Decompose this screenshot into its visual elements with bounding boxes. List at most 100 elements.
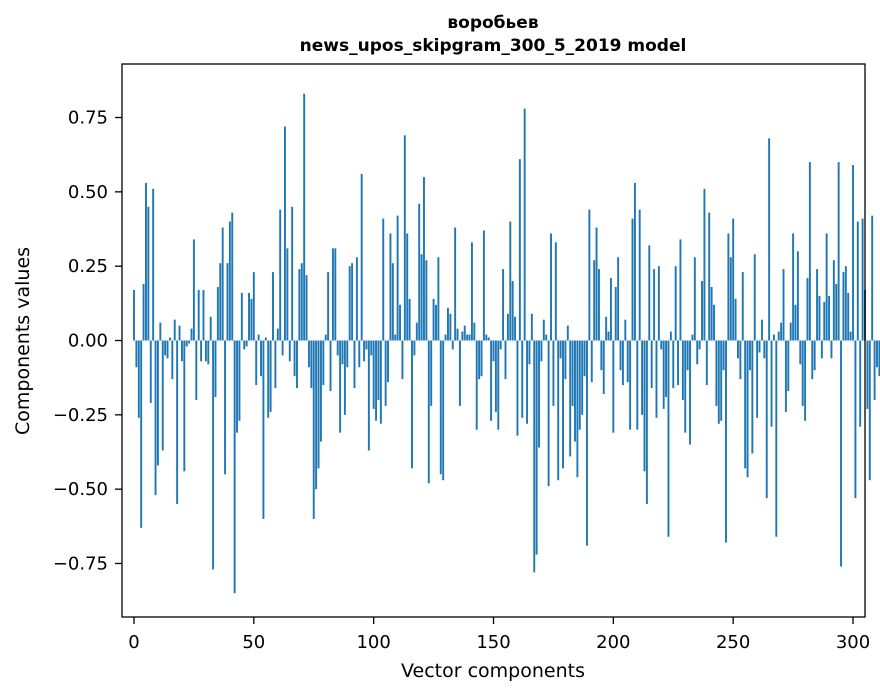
bar-268 bbox=[775, 340, 778, 537]
bar-250 bbox=[732, 218, 735, 341]
bar-168 bbox=[535, 340, 538, 555]
bar-214 bbox=[645, 340, 648, 505]
bar-288 bbox=[823, 301, 826, 341]
bar-222 bbox=[665, 340, 668, 397]
bar-82 bbox=[329, 340, 332, 392]
bar-150 bbox=[492, 340, 495, 362]
bar-84 bbox=[334, 248, 337, 341]
y-axis: −0.75 −0.50 −0.25 0.00 0.25 0.50 0.75 bbox=[53, 108, 122, 574]
x-tick-label: 100 bbox=[356, 632, 390, 653]
bar-130 bbox=[444, 334, 447, 341]
bar-118 bbox=[415, 322, 418, 341]
bar-298 bbox=[847, 292, 850, 341]
y-tick-label: −0.75 bbox=[53, 553, 108, 574]
y-tick-label: 0.25 bbox=[68, 256, 108, 277]
bar-199 bbox=[609, 278, 612, 341]
bar-215 bbox=[648, 245, 651, 341]
bar-144 bbox=[478, 340, 481, 380]
bar-223 bbox=[667, 340, 670, 537]
bar-200 bbox=[612, 340, 615, 433]
bar-253 bbox=[739, 340, 742, 380]
y-tick-label: 0.00 bbox=[68, 331, 108, 352]
bar-146 bbox=[482, 230, 485, 341]
bar-300 bbox=[852, 165, 854, 341]
bar-59 bbox=[274, 340, 277, 389]
bar-50 bbox=[252, 272, 255, 341]
bar-265 bbox=[768, 138, 771, 341]
bar-94 bbox=[358, 340, 361, 368]
bar-101 bbox=[375, 340, 378, 421]
bar-52 bbox=[257, 334, 260, 341]
bar-41 bbox=[231, 212, 234, 341]
x-axis-label: Vector components bbox=[401, 660, 585, 682]
bar-109 bbox=[394, 334, 397, 341]
x-tick-label: 150 bbox=[476, 632, 510, 653]
bar-116 bbox=[411, 340, 413, 469]
bar-284 bbox=[813, 340, 816, 371]
bar-158 bbox=[511, 281, 514, 341]
bar-155 bbox=[504, 340, 507, 380]
bar-297 bbox=[844, 266, 847, 341]
bar-197 bbox=[605, 316, 608, 341]
bar-278 bbox=[799, 340, 802, 365]
bar-149 bbox=[490, 340, 493, 421]
bar-161 bbox=[518, 159, 521, 341]
bar-221 bbox=[662, 340, 665, 409]
bar-89 bbox=[346, 340, 349, 368]
x-tick-label: 50 bbox=[242, 632, 265, 653]
chart-subtitle: news_upos_skipgram_300_5_2019 model bbox=[300, 36, 687, 56]
bar-87 bbox=[341, 340, 344, 365]
bar-47 bbox=[245, 340, 248, 347]
bar-13 bbox=[164, 340, 167, 356]
bar-62 bbox=[281, 340, 284, 356]
bar-277 bbox=[796, 251, 799, 341]
bar-213 bbox=[643, 340, 646, 472]
bar-226 bbox=[674, 266, 677, 341]
bar-60 bbox=[276, 328, 279, 341]
bar-140 bbox=[468, 334, 471, 341]
bar-217 bbox=[653, 269, 656, 341]
bar-159 bbox=[514, 316, 517, 341]
bar-139 bbox=[466, 334, 469, 341]
bar-307 bbox=[868, 340, 871, 481]
bar-126 bbox=[435, 304, 437, 341]
bar-157 bbox=[509, 221, 512, 341]
bar-92 bbox=[353, 340, 356, 389]
bar-151 bbox=[494, 340, 497, 412]
bar-3 bbox=[140, 340, 143, 528]
bar-171 bbox=[542, 319, 545, 341]
bar-241 bbox=[710, 286, 713, 341]
bar-14 bbox=[166, 340, 169, 359]
bar-225 bbox=[672, 340, 675, 389]
bar-275 bbox=[792, 233, 795, 341]
bar-240 bbox=[708, 212, 711, 341]
bar-129 bbox=[442, 340, 445, 481]
bar-281 bbox=[806, 278, 809, 341]
bar-289 bbox=[825, 233, 828, 341]
bar-227 bbox=[677, 340, 680, 386]
bar-12 bbox=[161, 340, 164, 451]
bar-9 bbox=[154, 340, 157, 496]
bar-224 bbox=[669, 331, 672, 341]
bar-207 bbox=[629, 340, 632, 430]
bar-262 bbox=[760, 319, 763, 341]
bar-296 bbox=[842, 272, 845, 341]
bar-263 bbox=[763, 340, 766, 359]
bar-190 bbox=[588, 209, 591, 341]
bar-32 bbox=[209, 316, 212, 341]
bar-177 bbox=[557, 340, 560, 481]
bar-254 bbox=[741, 272, 744, 341]
bar-267 bbox=[772, 334, 775, 341]
bar-79 bbox=[322, 340, 325, 386]
bar-202 bbox=[617, 257, 620, 341]
bar-211 bbox=[638, 209, 641, 341]
bar-71 bbox=[303, 93, 306, 341]
bar-169 bbox=[538, 340, 540, 448]
y-tick-label: −0.25 bbox=[53, 405, 108, 426]
bar-270 bbox=[780, 322, 783, 341]
bar-238 bbox=[703, 188, 706, 341]
bar-229 bbox=[681, 340, 684, 400]
bar-280 bbox=[804, 340, 807, 421]
bar-30 bbox=[204, 340, 207, 362]
x-axis: 0 50 100 150 200 250 300 bbox=[128, 617, 870, 653]
